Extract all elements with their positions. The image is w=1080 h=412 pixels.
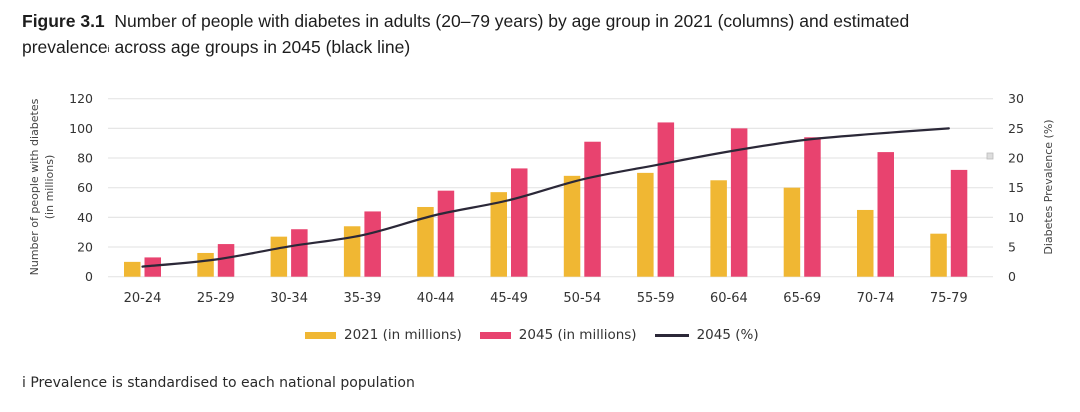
legend-label-2021: 2021 (in millions) [344,327,462,343]
legend-label-2045-pct: 2045 (%) [696,327,759,343]
y2-tick-label: 30 [1008,91,1024,106]
bar-2021 [343,226,361,277]
y2-tick-label: 10 [1008,210,1024,225]
bar-2045 [657,122,675,277]
y2-tick-label: 0 [1008,269,1016,284]
y-tick-label: 100 [69,121,93,136]
y2-axis-label: Diabetes Prevalence (%) [1042,119,1055,254]
x-tick-label: 30-34 [270,291,308,306]
legend: 2021 (in millions) 2045 (in millions) 20… [305,327,777,343]
bar-2021 [197,252,214,277]
x-tick-label: 75-79 [930,291,968,306]
bar-2045 [437,190,455,277]
y-tick-label: 40 [77,210,93,225]
x-axis-ticks: 20-24 25-29 30-34 35-39 40-44 45-49 50-54 55-59… [124,291,968,306]
bar-2021 [637,172,654,277]
y2-tick-label: 25 [1008,121,1024,136]
figure-title-line1: Number of people with diabetes in adults… [114,11,910,31]
bar-2021 [270,236,288,277]
bar-2045 [364,211,381,277]
x-tick-label: 35-39 [344,291,382,306]
y-axis-label: Number of people with diabetes [28,98,41,275]
x-tick-label: 45-49 [490,291,528,306]
figure-label: Figure 3.1 [22,11,105,31]
legend-label-2045: 2045 (in millions) [518,327,637,343]
gridlines [108,98,993,278]
legend-item-2045-pct: 2045 (%) [654,327,759,343]
x-tick-label: 25-29 [197,291,235,306]
y2-tick-label: 20 [1008,151,1024,166]
bar-2021 [930,233,947,277]
bar-2021 [857,209,874,277]
bar-2021 [490,192,507,277]
legend-item-2045: 2045 (in millions) [479,327,637,343]
x-tick-label: 50-54 [563,291,601,306]
bar-2045 [144,257,161,277]
y-tick-label: 120 [69,91,93,106]
y-tick-label: 20 [77,240,93,255]
y-axis-label-units: (in millions) [43,155,56,219]
legend-swatch-2021 [305,331,336,339]
bar-2045 [730,128,748,277]
bar-2045 [217,244,235,277]
footnote-marker: i [107,44,110,54]
x-tick-label: 55-59 [637,291,675,306]
bar-2045 [877,152,894,277]
x-tick-label: 40-44 [417,291,455,306]
line-2045-pct [141,127,950,268]
bar-2021 [783,187,801,277]
bar-2021 [417,206,434,277]
figure-title-line2b: across age groups in 2045 (black line) [109,37,411,57]
legend-item-2021: 2021 (in millions) [305,327,462,343]
x-tick-label: 65-69 [783,291,821,306]
x-tick-label: 60-64 [710,291,748,306]
bar-2021 [124,261,141,277]
bar-2045 [511,168,528,277]
figure-title: Figure 3.1 Number of people with diabete… [22,8,1062,60]
marker-glyph [986,152,994,160]
y2-tick-label: 15 [1008,180,1024,195]
y-tick-label: 60 [77,180,93,195]
bar-2045 [584,141,601,277]
legend-swatch-2045 [479,331,511,339]
x-tick-label: 70-74 [857,291,895,306]
bar-2045 [804,137,821,277]
x-tick-label: 20-24 [124,291,162,306]
y-tick-label: 80 [77,151,93,166]
bar-2045 [291,229,308,277]
bar-2021 [563,175,581,277]
prevalence-line [141,127,950,268]
y-axis-ticks: 0 20 40 60 80 100 120 [69,91,93,284]
bar-2045 [950,169,968,277]
y-tick-label: 0 [85,269,93,284]
footnote: i Prevalence is standardised to each nat… [22,375,415,391]
y2-axis-ticks: 0 5 10 15 20 25 30 [1008,91,1024,284]
legend-line-2045-pct [654,333,689,337]
bar-2021 [710,180,727,277]
figure-title-line2a: prevalence [22,37,108,57]
y2-tick-label: 5 [1008,240,1016,255]
